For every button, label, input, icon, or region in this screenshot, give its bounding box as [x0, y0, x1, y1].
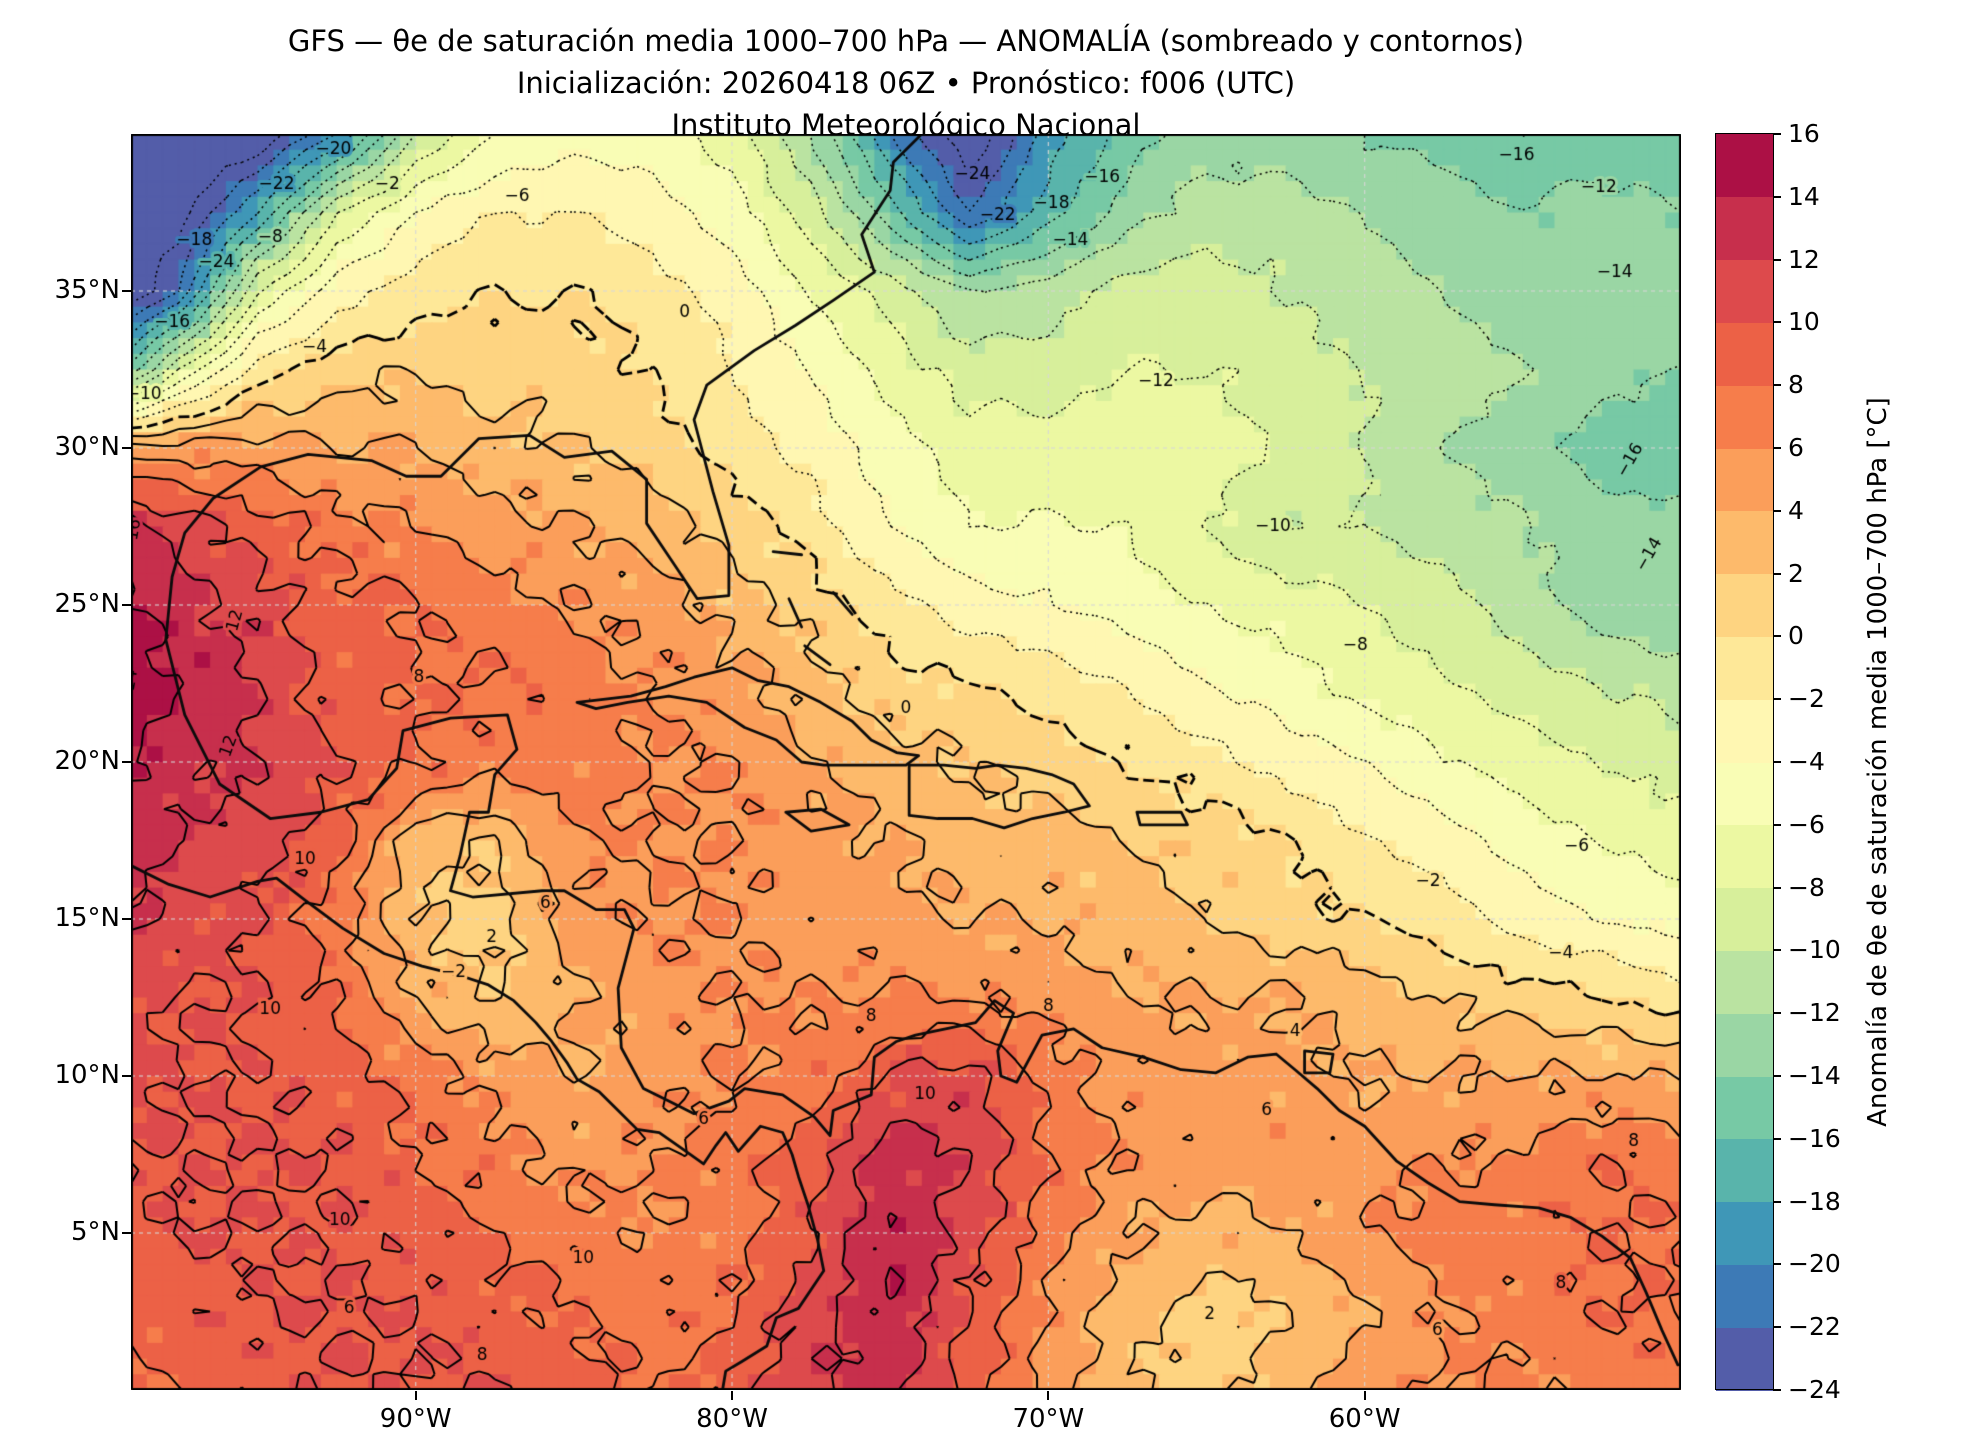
colorbar-segment — [1716, 134, 1773, 198]
colorbar-tick-mark — [1773, 1012, 1781, 1015]
y-tick-mark — [122, 1232, 131, 1234]
colorbar-tick-label: −8 — [1788, 872, 1825, 902]
colorbar-tick-mark — [1773, 258, 1781, 261]
colorbar-segment — [1716, 1327, 1773, 1391]
colorbar-tick-label: −18 — [1788, 1186, 1841, 1216]
colorbar-tick-mark — [1773, 886, 1781, 889]
colorbar-tick-mark — [1773, 509, 1781, 512]
colorbar-tick-label: −24 — [1788, 1375, 1841, 1404]
colorbar-segment — [1716, 322, 1773, 386]
colorbar-tick-mark — [1773, 447, 1781, 449]
colorbar-tick-mark — [1773, 1200, 1781, 1203]
x-tick-mark — [1363, 1391, 1366, 1400]
colorbar-tick-label: −10 — [1788, 935, 1841, 965]
colorbar-segment — [1716, 950, 1773, 1014]
colorbar-tick-label: −14 — [1788, 1061, 1841, 1090]
colorbar-tick-mark — [1773, 1389, 1781, 1391]
colorbar-tick-mark — [1773, 823, 1781, 826]
colorbar-tick-mark — [1773, 1326, 1781, 1329]
chart-title: GFS — θe de saturación media 1000–700 hP… — [287, 24, 1525, 58]
colorbar-tick-label: 10 — [1788, 307, 1820, 337]
colorbar-segment — [1716, 573, 1773, 637]
x-tick-mark — [731, 1391, 734, 1400]
colorbar-tick-label: −22 — [1788, 1312, 1841, 1342]
x-tick-label: 90°W — [379, 1404, 452, 1434]
colorbar-tick-mark — [1773, 1075, 1781, 1077]
colorbar-tick-mark — [1773, 195, 1781, 198]
colorbar-tick-mark — [1773, 761, 1781, 763]
colorbar-tick-label: 0 — [1788, 621, 1804, 651]
colorbar-segment — [1716, 510, 1773, 575]
colorbar-tick-label: 8 — [1788, 370, 1804, 400]
colorbar-segment — [1716, 699, 1773, 763]
x-tick-label: 80°W — [696, 1404, 768, 1434]
y-tick-label: 10°N — [54, 1060, 120, 1090]
colorbar-tick-label: 14 — [1788, 181, 1820, 211]
y-tick-label: 35°N — [54, 275, 120, 305]
colorbar-segment — [1716, 196, 1773, 261]
y-tick-mark — [122, 604, 131, 606]
colorbar-border — [1715, 133, 1774, 1390]
x-tick-label: 70°W — [1012, 1404, 1085, 1434]
y-tick-mark — [122, 1075, 131, 1077]
colorbar-tick-mark — [1773, 321, 1781, 324]
colorbar-tick-label: 6 — [1788, 433, 1804, 462]
colorbar-segment — [1716, 1201, 1773, 1265]
colorbar-segment — [1716, 259, 1773, 323]
colorbar-tick-label: −20 — [1788, 1249, 1841, 1279]
colorbar-segment — [1716, 1013, 1773, 1077]
y-tick-mark — [122, 918, 131, 920]
colorbar-tick-label: −2 — [1788, 684, 1825, 714]
colorbar-tick-label: −6 — [1788, 809, 1825, 839]
x-tick-mark — [1047, 1391, 1050, 1400]
x-tick-label: 60°W — [1328, 1404, 1401, 1434]
y-tick-mark — [122, 290, 131, 292]
titles: GFS — θe de saturación media 1000–700 hP… — [131, 20, 1681, 146]
colorbar-tick-label: −4 — [1788, 747, 1825, 776]
colorbar — [1716, 134, 1773, 1391]
y-tick-label: 5°N — [71, 1217, 120, 1247]
x-tick-mark — [414, 1391, 417, 1400]
colorbar-tick-mark — [1773, 1137, 1781, 1140]
colorbar-segment — [1716, 1264, 1773, 1328]
colorbar-segment — [1716, 887, 1773, 951]
colorbar-segment — [1716, 448, 1773, 512]
colorbar-tick-label: 16 — [1788, 119, 1820, 148]
colorbar-segment — [1716, 385, 1773, 449]
y-tick-label: 25°N — [54, 589, 120, 619]
y-tick-label: 30°N — [54, 432, 120, 462]
colorbar-tick-label: 4 — [1788, 495, 1804, 525]
colorbar-tick-mark — [1773, 949, 1781, 952]
colorbar-tick-mark — [1773, 572, 1781, 575]
colorbar-tick-mark — [1773, 1263, 1781, 1266]
colorbar-segment — [1716, 1076, 1773, 1140]
colorbar-tick-label: −16 — [1788, 1123, 1841, 1153]
y-tick-label: 20°N — [54, 746, 120, 776]
map-canvas — [131, 134, 1681, 1390]
colorbar-segment — [1716, 824, 1773, 889]
y-tick-label: 15°N — [54, 903, 120, 933]
y-tick-mark — [122, 447, 131, 449]
colorbar-tick-mark — [1773, 698, 1781, 701]
colorbar-tick-label: 12 — [1788, 244, 1820, 274]
colorbar-segment — [1716, 636, 1773, 700]
colorbar-tick-mark — [1773, 133, 1781, 135]
chart-init-forecast: Inicialización: 20260418 06Z • Pronóstic… — [516, 66, 1296, 100]
y-tick-mark — [122, 761, 131, 763]
colorbar-tick-label: 2 — [1788, 558, 1804, 588]
colorbar-tick-mark — [1773, 384, 1781, 387]
colorbar-tick-label: −12 — [1788, 998, 1841, 1028]
colorbar-segment — [1716, 1138, 1773, 1203]
colorbar-label: Anomalía de θe de saturación media 1000–… — [1863, 397, 1893, 1127]
colorbar-tick-mark — [1773, 635, 1781, 638]
colorbar-segment — [1716, 762, 1773, 826]
